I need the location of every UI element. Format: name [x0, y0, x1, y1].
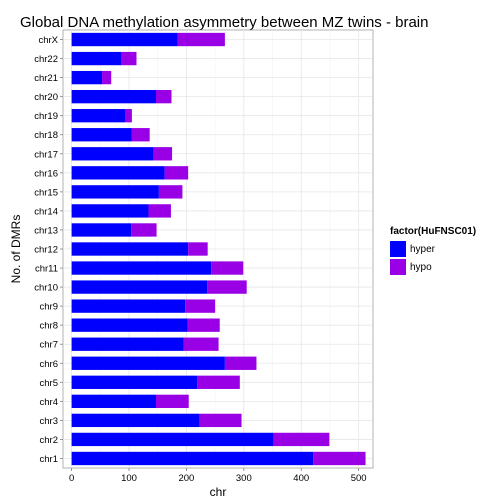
- bars: [71, 32, 366, 466]
- bar-chr4-hypo: [156, 394, 189, 409]
- bar-chr21-hyper: [71, 70, 103, 85]
- y-tick-label-chr14: chr14: [34, 206, 58, 217]
- y-tick-label-chrX: chrX: [38, 35, 58, 46]
- bar-chrX-hypo: [177, 32, 225, 47]
- bar-chr16-hypo: [164, 166, 189, 180]
- y-tick-label-chr3: chr3: [40, 416, 58, 427]
- y-tick-label-chr18: chr18: [34, 130, 58, 141]
- y-tick-label-chr22: chr22: [34, 54, 58, 65]
- bar-chr7-hyper: [71, 337, 184, 351]
- y-tick-label-chr9: chr9: [40, 302, 58, 313]
- y-tick-label-chr1: chr1: [40, 454, 58, 465]
- bar-chr15-hypo: [158, 185, 183, 199]
- bar-chr16-hyper: [71, 166, 165, 180]
- bar-chr18-hyper: [71, 128, 132, 142]
- y-tick-label-chr13: chr13: [34, 225, 58, 236]
- legend-key-hypo: [390, 259, 406, 275]
- y-tick-label-chr17: chr17: [34, 149, 58, 160]
- bar-chr8-hypo: [187, 318, 220, 332]
- y-tick-label-chr5: chr5: [40, 378, 58, 389]
- bar-chr22-hyper: [71, 51, 121, 66]
- legend-label-hypo: hypo: [410, 261, 432, 273]
- x-tick-label-500: 500: [351, 473, 367, 484]
- bar-chr1-hyper: [71, 451, 314, 466]
- y-tick-label-chr16: chr16: [34, 168, 58, 179]
- bar-chr2-hypo: [273, 432, 330, 447]
- bar-chr5-hypo: [197, 375, 240, 389]
- legend-label-hyper: hyper: [410, 243, 436, 255]
- y-tick-label-chr6: chr6: [40, 359, 58, 370]
- bar-chr20-hyper: [71, 89, 156, 104]
- y-axis-label: No. of DMRs: [9, 215, 23, 284]
- y-axis-ticks: chr1 chr2 chr3 chr4 chr5 chr6 chr7 chr8 chr9 chr1…: [34, 35, 63, 465]
- bar-chr17-hypo: [153, 147, 173, 161]
- legend-title: factor(HuFNSC01): [390, 226, 477, 237]
- x-axis-ticks: 0 100 200 300 400 500: [69, 468, 367, 484]
- y-tick-label-chr11: chr11: [35, 264, 58, 275]
- x-axis-label: chr: [210, 485, 227, 499]
- bar-chr21-hypo: [102, 70, 112, 85]
- legend: factor(HuFNSC01) hyper hypo: [390, 226, 476, 276]
- y-tick-label-chr10: chr10: [34, 283, 58, 294]
- bar-chr1-hypo: [313, 451, 366, 466]
- bar-chr5-hyper: [71, 375, 198, 389]
- x-tick-label-100: 100: [121, 473, 137, 484]
- y-tick-label-chr15: chr15: [34, 187, 58, 198]
- y-tick-label-chr20: chr20: [34, 92, 58, 103]
- bar-chr9-hypo: [185, 299, 216, 313]
- y-tick-label-chr7: chr7: [40, 340, 58, 351]
- bar-chrX-hyper: [71, 32, 178, 47]
- bar-chr13-hypo: [131, 223, 157, 237]
- y-tick-label-chr21: chr21: [34, 73, 58, 84]
- bar-chr10-hypo: [207, 280, 247, 294]
- bar-chr6-hypo: [224, 356, 257, 370]
- bar-chr22-hypo: [120, 51, 137, 66]
- bar-chr14-hyper: [71, 204, 149, 218]
- legend-key-hyper: [390, 241, 406, 257]
- bar-chr19-hypo: [125, 109, 132, 123]
- y-tick-label-chr12: chr12: [34, 245, 58, 256]
- bar-chr2-hyper: [71, 432, 274, 447]
- bar-chr7-hypo: [183, 337, 219, 351]
- bar-chr20-hypo: [156, 89, 172, 104]
- bar-chr10-hyper: [71, 280, 208, 294]
- y-tick-label-chr2: chr2: [40, 435, 58, 446]
- bar-chr8-hyper: [71, 318, 188, 332]
- bar-chr15-hyper: [71, 185, 159, 199]
- bar-chr14-hypo: [148, 204, 171, 218]
- bar-chr17-hyper: [71, 147, 154, 161]
- bar-chr11-hyper: [71, 261, 212, 275]
- bar-chr19-hyper: [71, 109, 125, 123]
- bar-chr6-hyper: [71, 356, 225, 370]
- y-tick-label-chr19: chr19: [34, 111, 58, 122]
- y-tick-label-chr8: chr8: [40, 321, 58, 332]
- bar-chr3-hyper: [71, 413, 200, 428]
- legend-item-hypo: hypo: [390, 258, 476, 276]
- bar-chr18-hypo: [131, 128, 150, 142]
- x-tick-label-200: 200: [178, 473, 194, 484]
- bar-chr12-hyper: [71, 242, 189, 256]
- legend-item-hyper: hyper: [390, 240, 476, 258]
- bar-chr13-hyper: [71, 223, 132, 237]
- y-tick-label-chr4: chr4: [40, 397, 58, 408]
- chart-title: Global DNA methylation asymmetry between…: [20, 14, 429, 31]
- bar-chr4-hyper: [71, 394, 156, 409]
- x-tick-label-400: 400: [293, 473, 309, 484]
- bar-chr11-hypo: [211, 261, 244, 275]
- bar-chr3-hypo: [199, 413, 242, 428]
- x-tick-label-0: 0: [69, 473, 74, 484]
- bar-chr12-hypo: [188, 242, 208, 256]
- bar-chr9-hyper: [71, 299, 186, 313]
- x-tick-label-300: 300: [236, 473, 252, 484]
